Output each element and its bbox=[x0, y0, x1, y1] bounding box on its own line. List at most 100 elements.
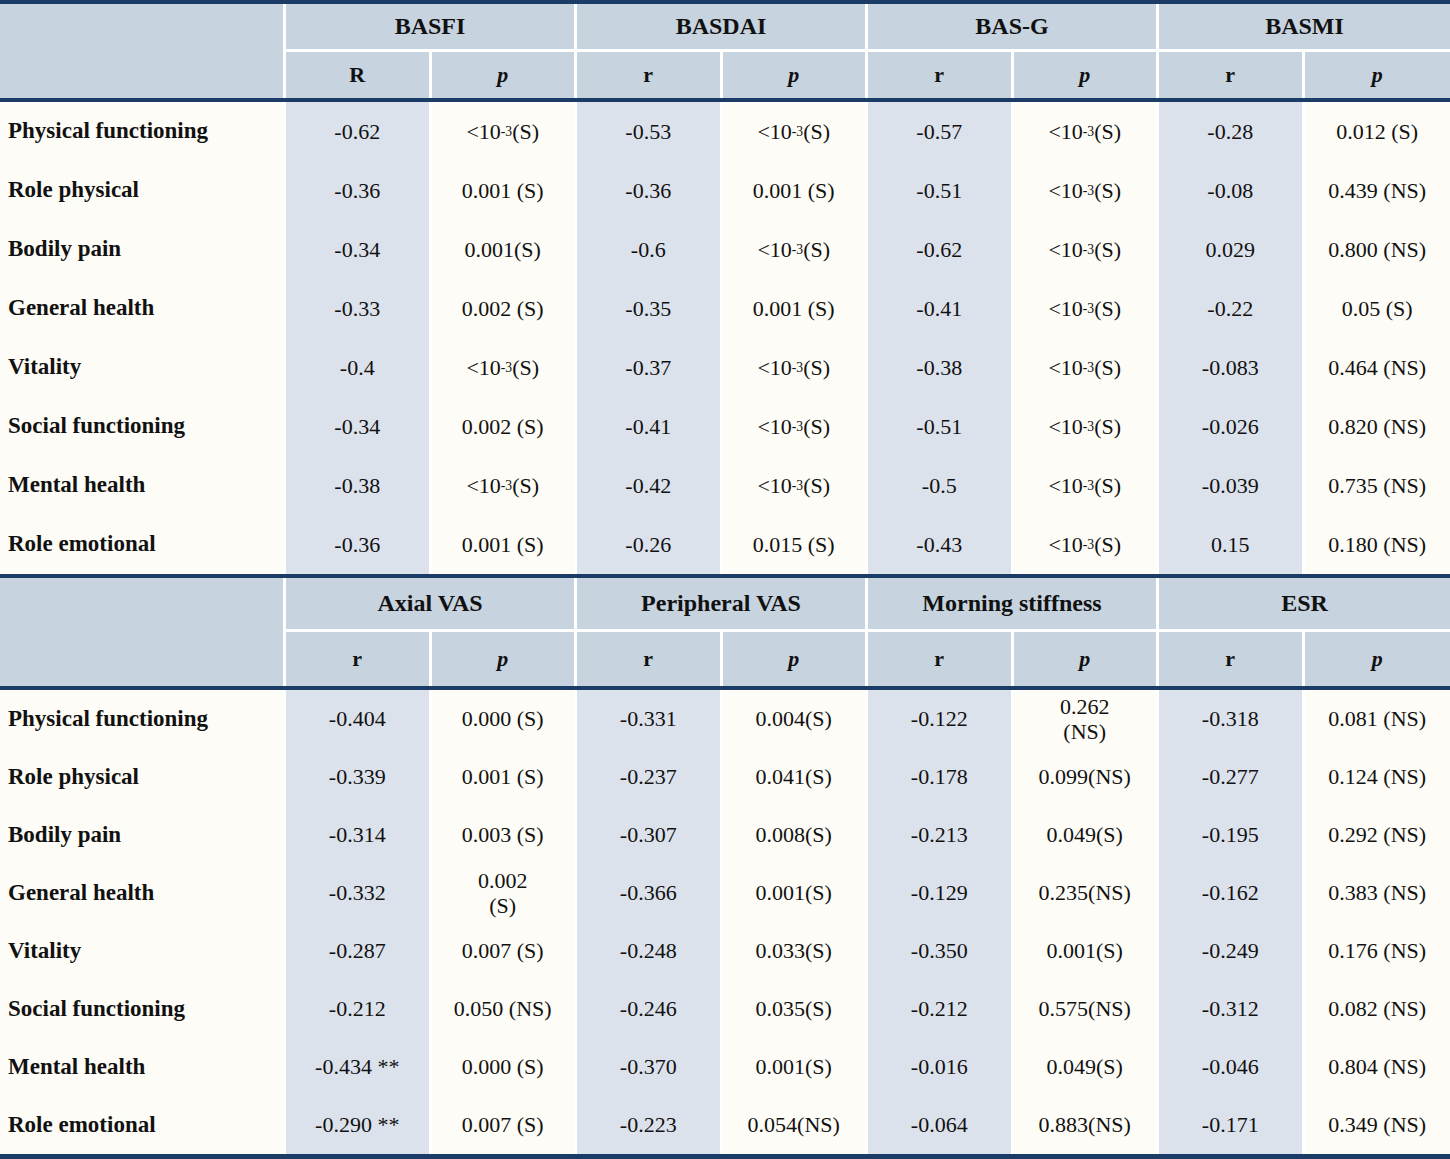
value-cell: 0.05 (S) bbox=[1305, 279, 1450, 338]
column-group-header: Morning stiffness bbox=[868, 578, 1159, 632]
value-cell: 0.049(S) bbox=[1014, 1038, 1160, 1096]
row-label: General health bbox=[0, 279, 286, 338]
value-cell: -0.33 bbox=[286, 279, 432, 338]
value-cell: -0.28 bbox=[1159, 102, 1305, 161]
column-group-header: BASMI bbox=[1159, 4, 1450, 52]
value-cell: 0.349 (NS) bbox=[1305, 1096, 1450, 1154]
value-cell: 0.002 (S) bbox=[432, 397, 578, 456]
subcolumn-header-r: r bbox=[286, 632, 432, 686]
value-cell: -0.57 bbox=[868, 102, 1014, 161]
value-cell: -0.51 bbox=[868, 161, 1014, 220]
subcolumn-header-p: p bbox=[432, 52, 578, 98]
value-cell: 0.041(S) bbox=[723, 748, 869, 806]
value-cell: 0.002 (S) bbox=[432, 864, 578, 922]
value-cell: -0.287 bbox=[286, 922, 432, 980]
table-body: Physical functioning-0.62<10-3 (S)-0.53<… bbox=[0, 102, 1450, 574]
value-cell: 0.003 (S) bbox=[432, 806, 578, 864]
value-cell: 0.035(S) bbox=[723, 980, 869, 1038]
table-corner-cell bbox=[0, 578, 286, 686]
value-cell: 0.008(S) bbox=[723, 806, 869, 864]
table-corner-cell bbox=[0, 4, 286, 98]
value-cell: <10-3 (S) bbox=[1014, 220, 1160, 279]
value-cell: 0.054(NS) bbox=[723, 1096, 869, 1154]
row-label: Social functioning bbox=[0, 980, 286, 1038]
value-cell: <10-3 (S) bbox=[1014, 161, 1160, 220]
table-header-row: Axial VASPeripheral VASMorning stiffness… bbox=[0, 578, 1450, 686]
value-cell: <10-3 (S) bbox=[723, 220, 869, 279]
value-cell: -0.36 bbox=[286, 515, 432, 574]
value-cell: -0.064 bbox=[868, 1096, 1014, 1154]
value-cell: -0.339 bbox=[286, 748, 432, 806]
value-cell: 0.820 (NS) bbox=[1305, 397, 1450, 456]
row-label: Vitality bbox=[0, 338, 286, 397]
value-cell: -0.223 bbox=[577, 1096, 723, 1154]
value-cell: <10-3 (S) bbox=[432, 456, 578, 515]
value-cell: <10-3 (S) bbox=[1014, 102, 1160, 161]
value-cell: <10-3 (S) bbox=[1014, 338, 1160, 397]
value-cell: -0.37 bbox=[577, 338, 723, 397]
value-cell: -0.34 bbox=[286, 220, 432, 279]
value-cell: 0.001(S) bbox=[432, 220, 578, 279]
value-cell: -0.62 bbox=[868, 220, 1014, 279]
value-cell: -0.366 bbox=[577, 864, 723, 922]
value-cell: -0.331 bbox=[577, 690, 723, 748]
value-cell: -0.195 bbox=[1159, 806, 1305, 864]
column-group-header: Peripheral VAS bbox=[577, 578, 868, 632]
subcolumn-header-r: r bbox=[577, 632, 723, 686]
subcolumn-header-r: r bbox=[868, 632, 1014, 686]
value-cell: 0.001 (S) bbox=[723, 161, 869, 220]
table-border-rule bbox=[0, 1154, 1450, 1159]
value-cell: -0.36 bbox=[286, 161, 432, 220]
value-cell: -0.213 bbox=[868, 806, 1014, 864]
value-cell: -0.42 bbox=[577, 456, 723, 515]
value-cell: 0.007 (S) bbox=[432, 922, 578, 980]
value-cell: 0.029 bbox=[1159, 220, 1305, 279]
value-cell: -0.212 bbox=[286, 980, 432, 1038]
column-group-header: Axial VAS bbox=[286, 578, 577, 632]
value-cell: -0.039 bbox=[1159, 456, 1305, 515]
value-cell: 0.001 (S) bbox=[723, 279, 869, 338]
value-cell: -0.22 bbox=[1159, 279, 1305, 338]
subcolumn-header-p: p bbox=[723, 632, 869, 686]
value-cell: 0.735 (NS) bbox=[1305, 456, 1450, 515]
value-cell: -0.249 bbox=[1159, 922, 1305, 980]
value-cell: 0.124 (NS) bbox=[1305, 748, 1450, 806]
subcolumn-header-p: p bbox=[1014, 52, 1160, 98]
value-cell: 0.176 (NS) bbox=[1305, 922, 1450, 980]
table-header-row: BASFIBASDAIBAS-GBASMIRprprprp bbox=[0, 4, 1450, 98]
value-cell: <10-3 (S) bbox=[723, 456, 869, 515]
value-cell: 0.007 (S) bbox=[432, 1096, 578, 1154]
value-cell: 0.001 (S) bbox=[432, 748, 578, 806]
value-cell: -0.53 bbox=[577, 102, 723, 161]
value-cell: -0.38 bbox=[286, 456, 432, 515]
row-label: Mental health bbox=[0, 1038, 286, 1096]
value-cell: -0.36 bbox=[577, 161, 723, 220]
value-cell: <10-3 (S) bbox=[1014, 397, 1160, 456]
value-cell: 0.001 (S) bbox=[432, 515, 578, 574]
value-cell: -0.35 bbox=[577, 279, 723, 338]
value-cell: -0.237 bbox=[577, 748, 723, 806]
value-cell: -0.38 bbox=[868, 338, 1014, 397]
value-cell: -0.370 bbox=[577, 1038, 723, 1096]
row-label: Bodily pain bbox=[0, 806, 286, 864]
value-cell: -0.34 bbox=[286, 397, 432, 456]
value-cell: -0.41 bbox=[577, 397, 723, 456]
value-cell: <10-3 (S) bbox=[723, 338, 869, 397]
row-label: Role physical bbox=[0, 748, 286, 806]
value-cell: 0.002 (S) bbox=[432, 279, 578, 338]
column-group-header: ESR bbox=[1159, 578, 1450, 632]
value-cell: <10-3 (S) bbox=[1014, 279, 1160, 338]
value-cell: -0.277 bbox=[1159, 748, 1305, 806]
subcolumn-header-r: r bbox=[1159, 52, 1305, 98]
row-label: Mental health bbox=[0, 456, 286, 515]
row-label: General health bbox=[0, 864, 286, 922]
value-cell: -0.248 bbox=[577, 922, 723, 980]
value-cell: -0.307 bbox=[577, 806, 723, 864]
value-cell: -0.290 ** bbox=[286, 1096, 432, 1154]
value-cell: 0.262 (NS) bbox=[1014, 690, 1160, 748]
row-label: Vitality bbox=[0, 922, 286, 980]
value-cell: <10-3 (S) bbox=[1014, 515, 1160, 574]
subcolumn-header-p: p bbox=[1305, 52, 1450, 98]
value-cell: -0.350 bbox=[868, 922, 1014, 980]
value-cell: <10-3 (S) bbox=[432, 102, 578, 161]
